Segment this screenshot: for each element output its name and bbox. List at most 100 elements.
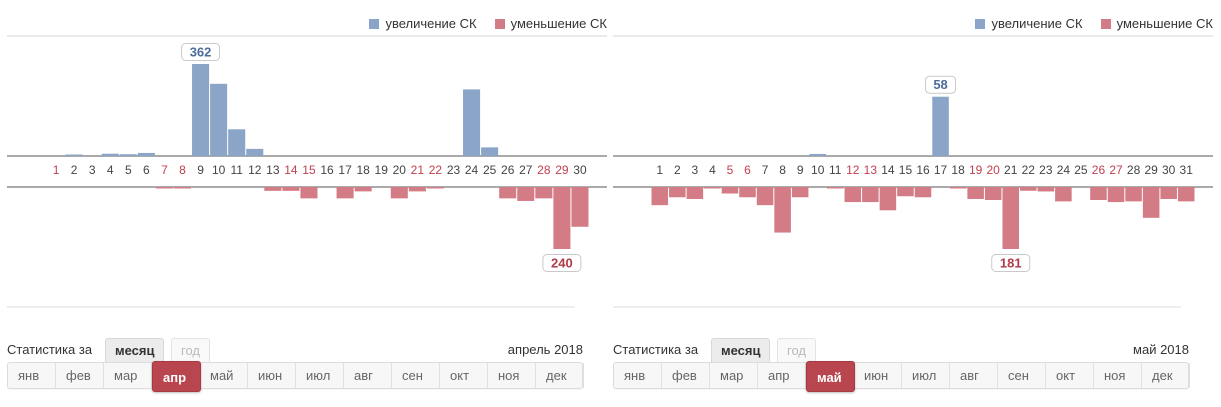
- month-tab[interactable]: мар: [104, 363, 152, 388]
- month-tab[interactable]: июл: [296, 363, 344, 388]
- month-tab[interactable]: дек: [1142, 363, 1190, 388]
- bar-chart-may: 1 2 3 4 5 6 7 8 9 10 11 12 13 14 15 16 17 18 19 20 21 22 23 24 2…: [613, 35, 1213, 308]
- decrease-bar-day-16[interactable]: [914, 187, 932, 198]
- month-tab[interactable]: окт: [1046, 363, 1094, 388]
- decrease-bar-day-7[interactable]: [155, 187, 173, 189]
- decrease-bar-day-23[interactable]: [1037, 187, 1055, 192]
- increase-bar-day-4[interactable]: [101, 153, 119, 156]
- increase-bar-day-5[interactable]: [119, 154, 137, 156]
- month-tab[interactable]: авг: [344, 363, 392, 388]
- month-tab[interactable]: июн: [248, 363, 296, 388]
- decrease-bar-day-11[interactable]: [826, 187, 844, 189]
- increase-bar-day-10[interactable]: [210, 83, 228, 156]
- increase-bar-day-6[interactable]: [137, 152, 155, 156]
- month-tab[interactable]: окт: [440, 363, 488, 388]
- decrease-bar-day-15[interactable]: [897, 187, 914, 197]
- legend-item-decrease[interactable]: уменьшение СК: [1100, 16, 1213, 31]
- increase-bar-day-10[interactable]: [809, 153, 826, 156]
- period-tab-month[interactable]: месяц: [711, 338, 771, 362]
- decrease-bar-day-9[interactable]: [791, 187, 809, 198]
- x-tick-label: 15: [899, 163, 913, 177]
- decrease-bar-day-27[interactable]: [517, 187, 535, 201]
- decrease-bar-day-26[interactable]: [499, 187, 517, 199]
- month-tab[interactable]: янв: [614, 363, 662, 388]
- decrease-bar-day-13[interactable]: [862, 187, 879, 203]
- month-tab[interactable]: апр: [758, 363, 806, 388]
- increase-max-callout-text: 362: [190, 45, 212, 60]
- month-tab[interactable]: май: [806, 361, 855, 392]
- decrease-bar-day-18[interactable]: [354, 187, 372, 192]
- decrease-bar-day-22[interactable]: [1020, 187, 1037, 191]
- decrease-bar-day-2[interactable]: [669, 187, 686, 198]
- month-tab[interactable]: янв: [8, 363, 56, 388]
- decrease-bar-day-15[interactable]: [300, 187, 318, 199]
- increase-bar-day-9[interactable]: [192, 64, 210, 156]
- month-tab[interactable]: авг: [950, 363, 998, 388]
- decrease-bar-day-12[interactable]: [844, 187, 862, 203]
- decrease-bar-day-6[interactable]: [739, 187, 756, 198]
- period-tab-year[interactable]: год: [777, 338, 816, 362]
- decrease-bar-day-29[interactable]: [553, 187, 571, 249]
- decrease-bar-day-31[interactable]: [1177, 187, 1195, 202]
- decrease-bar-day-20[interactable]: [390, 187, 408, 199]
- x-tick-label: 29: [555, 163, 569, 177]
- decrease-bar-day-1[interactable]: [651, 187, 669, 206]
- x-tick-label: 28: [1127, 163, 1141, 177]
- decrease-bar-day-26[interactable]: [1090, 187, 1107, 201]
- decrease-bar-day-30[interactable]: [571, 187, 589, 227]
- x-tick-label: 12: [248, 163, 262, 177]
- decrease-bar-day-22[interactable]: [426, 187, 444, 189]
- decrease-bar-day-17[interactable]: [336, 187, 354, 199]
- increase-bar-day-2[interactable]: [65, 154, 83, 157]
- month-tab[interactable]: сен: [392, 363, 440, 388]
- month-tab[interactable]: фев: [662, 363, 710, 388]
- month-tab[interactable]: сен: [998, 363, 1046, 388]
- month-tab[interactable]: май: [200, 363, 248, 388]
- x-tick-label: 5: [125, 163, 132, 177]
- month-tab[interactable]: ноя: [488, 363, 536, 388]
- x-tick-label: 19: [969, 163, 983, 177]
- decrease-bar-day-24[interactable]: [1055, 187, 1072, 202]
- decrease-bar-day-7[interactable]: [756, 187, 774, 206]
- decrease-bar-day-21[interactable]: [1002, 187, 1020, 249]
- increase-max-callout: 362: [181, 43, 221, 61]
- decrease-bar-day-13[interactable]: [264, 187, 282, 191]
- x-tick-label: 17: [934, 163, 948, 177]
- legend-item-decrease[interactable]: уменьшение СК: [494, 16, 607, 31]
- decrease-bar-day-28[interactable]: [535, 187, 553, 199]
- decrease-bar-day-14[interactable]: [282, 187, 300, 191]
- month-tab[interactable]: ноя: [1094, 363, 1142, 388]
- increase-bar-day-12[interactable]: [246, 148, 264, 156]
- month-tab[interactable]: мар: [710, 363, 758, 388]
- decrease-bar-day-30[interactable]: [1160, 187, 1177, 199]
- decrease-bar-day-28[interactable]: [1125, 187, 1142, 202]
- month-tab[interactable]: июн: [854, 363, 902, 388]
- decrease-bar-day-20[interactable]: [984, 187, 1002, 201]
- x-tick-label: 24: [1057, 163, 1071, 177]
- decrease-bar-day-29[interactable]: [1142, 187, 1160, 218]
- legend-item-increase[interactable]: увеличение СК: [975, 16, 1083, 31]
- decrease-bar-day-5[interactable]: [721, 187, 739, 194]
- increase-bar-day-25[interactable]: [481, 147, 499, 156]
- x-tick-label: 20: [987, 163, 1001, 177]
- decrease-bar-day-3[interactable]: [686, 187, 704, 199]
- decrease-bar-day-4[interactable]: [704, 187, 721, 189]
- period-tab-month[interactable]: месяц: [105, 338, 165, 362]
- month-tab[interactable]: фев: [56, 363, 104, 388]
- legend-item-increase[interactable]: увеличение СК: [369, 16, 477, 31]
- decrease-bar-day-18[interactable]: [949, 187, 967, 189]
- period-tab-year[interactable]: год: [171, 338, 210, 362]
- decrease-bar-day-8[interactable]: [774, 187, 791, 233]
- decrease-bar-day-14[interactable]: [879, 187, 897, 211]
- decrease-bar-day-19[interactable]: [967, 187, 984, 199]
- decrease-bar-day-21[interactable]: [408, 187, 426, 192]
- decrease-bar-day-27[interactable]: [1107, 187, 1125, 203]
- decrease-bar-day-8[interactable]: [173, 187, 192, 189]
- month-tab[interactable]: апр: [152, 361, 201, 392]
- legend-swatch-decrease: [494, 18, 505, 29]
- increase-bar-day-17[interactable]: [932, 96, 949, 156]
- month-tab[interactable]: июл: [902, 363, 950, 388]
- increase-bar-day-24[interactable]: [463, 89, 481, 156]
- increase-bar-day-11[interactable]: [228, 129, 246, 156]
- month-tab[interactable]: дек: [536, 363, 584, 388]
